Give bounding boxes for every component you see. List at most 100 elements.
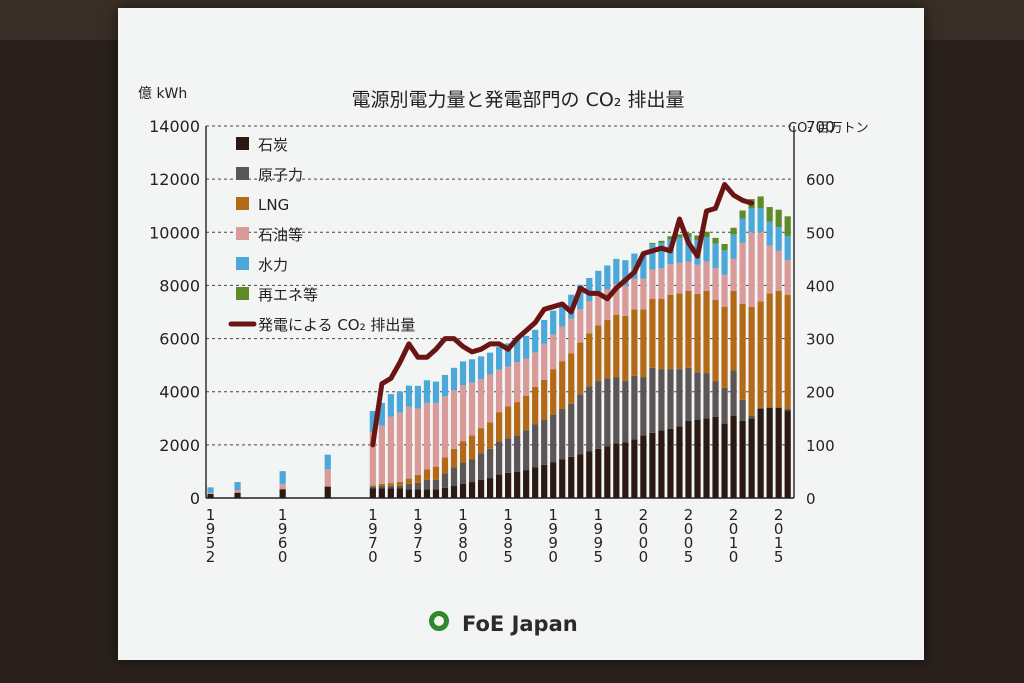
bar-segment	[387, 394, 394, 417]
bar-segment	[739, 218, 746, 243]
bar-segment	[523, 430, 530, 471]
bar-segment	[757, 208, 764, 233]
left-tick-label: 2000	[159, 436, 200, 455]
bar-segment	[432, 402, 440, 467]
bar-segment	[775, 226, 782, 251]
bar-segment	[595, 325, 602, 382]
right-tick-label: 500	[806, 224, 835, 242]
legend-swatch	[236, 227, 249, 240]
bar-segment	[207, 494, 214, 498]
bar-segment	[423, 380, 431, 403]
bar-segment	[586, 451, 593, 498]
bar-segment	[450, 486, 458, 498]
bar-segment	[640, 435, 647, 498]
bar-segment	[486, 352, 494, 375]
bar-segment	[532, 424, 539, 468]
bar-segment	[495, 412, 503, 442]
bar-segment	[721, 250, 728, 275]
left-tick-label: 6000	[159, 330, 200, 349]
bar-segment	[541, 464, 548, 498]
bar-segment	[604, 319, 611, 379]
bar-segment	[559, 408, 566, 460]
bar-segment	[505, 472, 512, 498]
bar-segment	[514, 362, 521, 403]
bar-segment	[730, 370, 737, 416]
bar-segment	[712, 416, 719, 498]
bar-segment	[712, 268, 719, 301]
bar-segment	[640, 253, 647, 279]
bar-segment	[676, 262, 683, 294]
bar-segment	[730, 234, 737, 259]
bar-segment	[667, 428, 674, 498]
bar-segment	[568, 403, 575, 457]
projection-screen: 電源別電力量と発電部門の CO₂ 排出量億 kWh CO₂ 百万トン 0 2000 40…	[118, 8, 924, 660]
bar-segment	[559, 361, 566, 409]
bar-segment	[658, 298, 665, 370]
bar-segment	[730, 290, 737, 371]
bar-segment	[369, 485, 376, 487]
bar-segment	[559, 326, 566, 362]
bar-segment	[369, 486, 376, 489]
bar-segment	[658, 268, 665, 299]
bar-segment	[658, 242, 665, 269]
bar-segment	[649, 269, 656, 299]
bar-segment	[640, 377, 647, 436]
bar-segment	[694, 235, 701, 241]
bar-segment	[640, 278, 647, 310]
bar-segment	[757, 196, 764, 209]
bar-segment	[622, 381, 629, 443]
bar-segment	[685, 290, 692, 368]
legend-label: 発電による CO₂ 排出量	[258, 316, 415, 334]
legend-swatch	[236, 257, 249, 270]
bar-segment	[378, 486, 385, 489]
right-tick-label: 200	[806, 384, 835, 402]
bar-segment	[631, 253, 638, 279]
right-tick-label: 600	[806, 171, 835, 189]
bar-segment	[423, 489, 431, 498]
bar-segment	[721, 387, 728, 424]
bar-segment	[703, 373, 710, 419]
bar-segment	[586, 333, 593, 387]
bar-segment	[378, 402, 385, 426]
bar-segment	[369, 488, 376, 498]
bar-segment	[405, 385, 413, 407]
bar-segment	[477, 453, 485, 480]
legend-label: 再エネ等	[258, 286, 318, 304]
bar-segment	[523, 395, 530, 431]
bar-segment	[459, 385, 467, 442]
bar-segment	[207, 487, 214, 493]
bar-segment	[505, 366, 512, 407]
bar-segment	[396, 391, 403, 413]
bar-segment	[559, 459, 566, 498]
bar-segment	[414, 482, 422, 490]
bar-segment	[712, 300, 719, 382]
bar-segment	[505, 438, 512, 473]
bar-segment	[387, 485, 394, 489]
bar-segment	[378, 483, 385, 487]
bar-segment	[486, 448, 494, 479]
bar-segment	[396, 485, 403, 489]
bar-segment	[649, 367, 656, 433]
bar-segment	[658, 430, 665, 498]
bar-segment	[468, 459, 476, 483]
bar-segment	[784, 216, 791, 237]
bar-segment	[468, 382, 476, 436]
left-tick-label: 4000	[159, 383, 200, 402]
bar-segment	[766, 221, 773, 246]
bar-segment	[622, 285, 629, 316]
bar-segment	[604, 289, 611, 320]
bar-segment	[586, 277, 593, 302]
bar-segment	[577, 394, 584, 455]
bar-segment	[685, 420, 692, 498]
bar-segment	[757, 407, 764, 409]
bar-segment	[405, 489, 413, 498]
right-axis-unit: CO₂ 百万トン	[788, 121, 869, 136]
bar-segment	[739, 420, 746, 498]
foe-logo-icon	[429, 611, 449, 631]
bar-segment	[459, 462, 467, 484]
bar-segment	[414, 474, 422, 483]
bar-segment	[712, 381, 719, 417]
